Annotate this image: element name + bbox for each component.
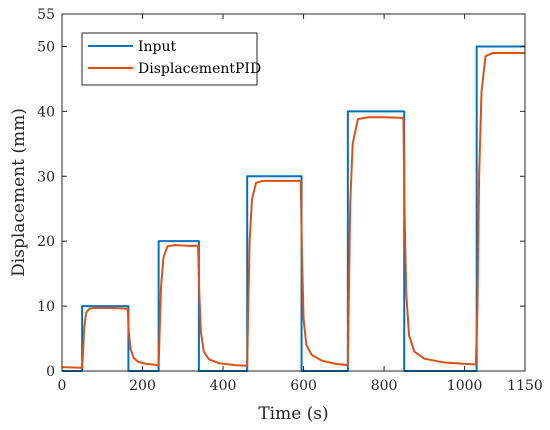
x-tick-label: 600 bbox=[290, 378, 317, 394]
y-tick-label: 0 bbox=[46, 364, 55, 380]
y-tick-label: 50 bbox=[37, 39, 55, 55]
y-axis-label: Displacement (mm) bbox=[9, 108, 29, 277]
y-tick-label: 20 bbox=[37, 234, 55, 250]
plot-frame bbox=[61, 13, 526, 372]
y-tick-label: 10 bbox=[37, 299, 55, 315]
legend-label-input: Input bbox=[138, 39, 177, 55]
series-line-displacementpid bbox=[61, 51, 525, 369]
y-tick-label: 40 bbox=[37, 104, 55, 120]
y-tick-label: 55 bbox=[37, 7, 55, 23]
x-tick-label: 0 bbox=[58, 378, 67, 394]
legend-box bbox=[81, 32, 258, 86]
legend: Input DisplacementPID bbox=[81, 32, 261, 86]
x-tick-label: 400 bbox=[210, 378, 237, 394]
series-layer bbox=[61, 45, 525, 372]
x-tick-label: 1150 bbox=[507, 378, 543, 394]
legend-label-displacementpid: DisplacementPID bbox=[138, 61, 261, 77]
ticks-layer: 0 200 400 600 800 1000 1150 0 10 20 30 40 50 55 bbox=[37, 7, 543, 394]
x-axis-label: Time (s) bbox=[258, 404, 328, 424]
y-tick-label: 30 bbox=[37, 169, 55, 185]
x-tick-label: 200 bbox=[129, 378, 156, 394]
x-tick-label: 1000 bbox=[447, 378, 483, 394]
x-tick-label: 800 bbox=[371, 378, 398, 394]
